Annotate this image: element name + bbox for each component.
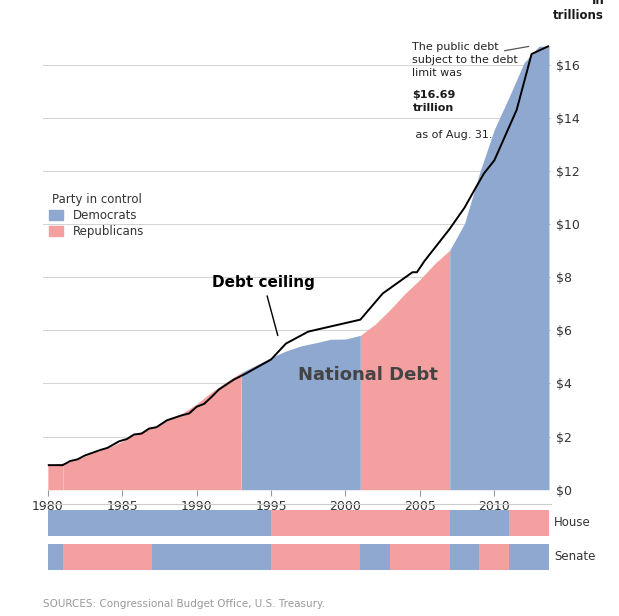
Bar	[509, 544, 549, 570]
Text: In
trillions: In trillions	[553, 0, 604, 22]
Bar	[509, 510, 549, 536]
Bar	[449, 544, 480, 570]
Bar	[449, 510, 509, 536]
Text: $16.69
trillion: $16.69 trillion	[412, 90, 456, 113]
Text: The public debt
subject to the debt
limit was: The public debt subject to the debt limi…	[412, 42, 518, 78]
Text: National Debt: National Debt	[298, 367, 438, 384]
Bar	[271, 510, 449, 536]
Text: as of Aug. 31.: as of Aug. 31.	[412, 129, 493, 140]
Bar	[152, 544, 271, 570]
Text: House: House	[554, 516, 591, 530]
Text: SOURCES: Congressional Budget Office, U.S. Treasury.: SOURCES: Congressional Budget Office, U.…	[43, 599, 326, 609]
Bar	[271, 544, 360, 570]
Text: Senate: Senate	[554, 550, 595, 564]
Bar	[480, 544, 509, 570]
Bar	[48, 544, 63, 570]
Bar	[63, 544, 152, 570]
Bar	[360, 544, 390, 570]
Legend: Democrats, Republicans: Democrats, Republicans	[50, 193, 144, 238]
Bar	[48, 510, 271, 536]
Text: Debt ceiling: Debt ceiling	[212, 275, 315, 336]
Bar	[390, 544, 449, 570]
